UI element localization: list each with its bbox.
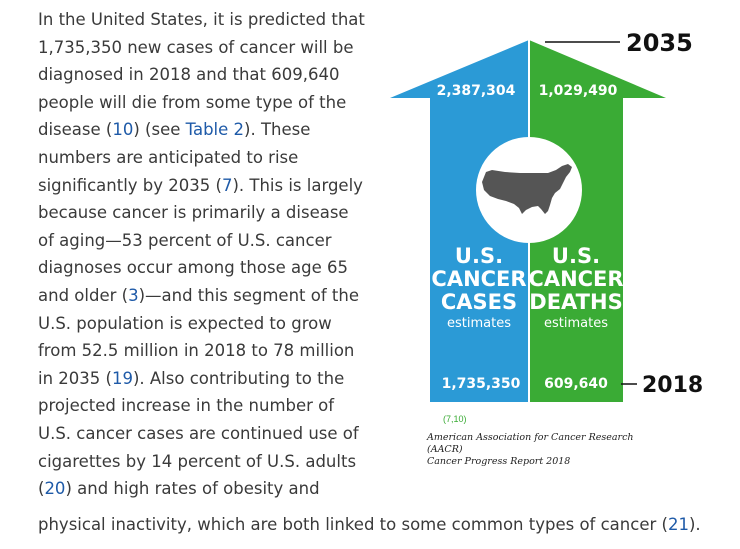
paragraph-line: and older (3)—and this segment of the	[38, 282, 378, 310]
figure-credit: American Association for Cancer Research…	[427, 432, 667, 468]
figure-citation: (7,10)	[443, 414, 467, 424]
cases-label-line-3: CASES	[441, 290, 517, 314]
paragraph-text: physical inactivity, which are both link…	[38, 515, 668, 534]
paragraph-text: of aging—53 percent of U.S. cancer	[38, 230, 332, 250]
paragraph-line: In the United States, it is predicted th…	[38, 6, 378, 34]
reference-link[interactable]: Table 2	[185, 120, 245, 140]
paragraph-line: cigarettes by 14 percent of U.S. adults	[38, 448, 378, 476]
paragraph-text: (	[38, 479, 45, 499]
paragraph-text: from 52.5 million in 2018 to 78 million	[38, 341, 355, 361]
deaths-label-line-3: DEATHS	[529, 290, 622, 314]
deaths-estimates-label: estimates	[544, 316, 608, 331]
year-2035-label: 2035	[626, 29, 693, 57]
paragraph-line: projected increase in the number of	[38, 392, 378, 420]
paragraph-line: of aging—53 percent of U.S. cancer	[38, 227, 378, 255]
cases-2035-value: 2,387,304	[437, 83, 516, 99]
cases-arrow	[390, 40, 529, 402]
paragraph-text: In the United States, it is predicted th…	[38, 10, 365, 29]
reference-link[interactable]: 3	[128, 285, 139, 305]
reference-link[interactable]: 20	[44, 479, 66, 499]
paragraph-line: diagnosed in 2018 and that 609,640	[38, 61, 378, 89]
paragraph-line: from 52.5 million in 2018 to 78 million	[38, 337, 378, 365]
paragraph-line: (20) and high rates of obesity and	[38, 475, 378, 503]
paragraph-text: U.S. population is expected to grow	[38, 313, 332, 333]
paragraph-line: people will die from some type of the	[38, 89, 378, 117]
reference-link[interactable]: 21	[667, 515, 689, 534]
reference-link[interactable]: 7	[221, 175, 233, 195]
paragraph-text: 1,735,350 new cases of cancer will be	[38, 37, 354, 57]
paragraph-text: ). Also contributing to the	[132, 368, 345, 388]
figure-credit-line-2: Cancer Progress Report 2018	[427, 456, 571, 467]
paragraph-text: ).	[688, 515, 701, 534]
paragraph-text: people will die from some type of the	[38, 92, 347, 112]
paragraph-text: and older (	[38, 285, 129, 305]
deaths-2018-value: 609,640	[544, 376, 608, 392]
year-2018-label: 2018	[642, 373, 703, 398]
deaths-label-line-1: U.S.	[552, 244, 600, 268]
paragraph-line: U.S. population is expected to grow	[38, 310, 378, 338]
paragraph-text: ) (see	[133, 120, 186, 140]
paragraph-text: ) and high rates of obesity and	[65, 479, 320, 499]
cases-2018-value: 1,735,350	[442, 376, 521, 392]
paragraph-line: in 2035 (19). Also contributing to the	[38, 365, 378, 393]
paragraph-line: U.S. cancer cases are continued use of	[38, 420, 378, 448]
paragraph-text: diagnoses occur among those age 65	[38, 258, 348, 278]
paragraph-text: significantly by 2035 (	[38, 175, 222, 195]
body-paragraph: In the United States, it is predicted th…	[38, 6, 378, 503]
paragraph-text: projected increase in the number of	[38, 396, 335, 416]
figure-credit-line-1: American Association for Cancer Research…	[427, 432, 634, 455]
paragraph-line: disease (10) (see Table 2). These	[38, 116, 378, 144]
paragraph-text: U.S. cancer cases are continued use of	[38, 423, 359, 443]
reference-link[interactable]: 10	[112, 120, 134, 140]
cases-label-line-2: CANCER	[431, 267, 526, 291]
body-paragraph-last-line: physical inactivity, which are both link…	[38, 511, 701, 539]
paragraph-line: 1,735,350 new cases of cancer will be	[38, 34, 378, 62]
paragraph-line: because cancer is primarily a disease	[38, 199, 378, 227]
deaths-label-line-2: CANCER	[528, 267, 623, 291]
paragraph-text: because cancer is primarily a disease	[38, 203, 349, 223]
paragraph-text: disease (	[38, 120, 113, 140]
paragraph-text: diagnosed in 2018 and that 609,640	[38, 65, 340, 85]
paragraph-line: significantly by 2035 (7). This is large…	[38, 172, 378, 200]
paragraph-text: )—and this segment of the	[138, 285, 359, 305]
paragraph-text: in 2035 (	[38, 368, 112, 388]
paragraph-text: ). This is largely	[232, 175, 363, 195]
paragraph-text: numbers are anticipated to rise	[38, 147, 299, 167]
paragraph-text: ). These	[244, 120, 311, 140]
deaths-arrow	[529, 40, 666, 402]
paragraph-line: numbers are anticipated to rise	[38, 144, 378, 172]
us-map-icon	[482, 164, 572, 214]
reference-link[interactable]: 19	[111, 368, 133, 388]
paragraph-text: cigarettes by 14 percent of U.S. adults	[38, 451, 357, 471]
paragraph-line: diagnoses occur among those age 65	[38, 254, 378, 282]
cases-estimates-label: estimates	[447, 316, 511, 331]
deaths-2035-value: 1,029,490	[539, 83, 618, 99]
cases-label-line-1: U.S.	[455, 244, 503, 268]
